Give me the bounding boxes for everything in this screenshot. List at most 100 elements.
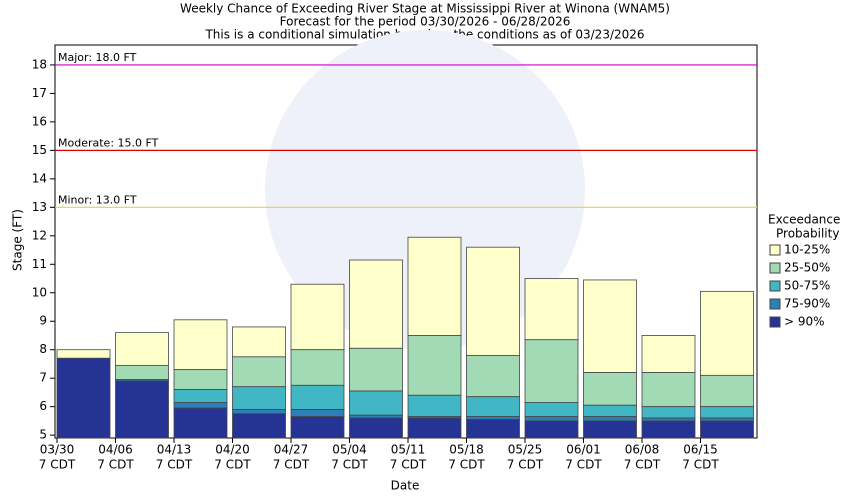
y-tick-label: 8: [39, 342, 47, 356]
bar-segment: [407, 394, 462, 418]
bar-segment: [290, 384, 345, 410]
legend-swatch: [769, 298, 781, 310]
x-tick-label: 06/01: [566, 443, 601, 457]
bar-segment: [232, 356, 286, 388]
legend-label: > 90%: [784, 315, 825, 329]
flood-level-label: Minor: 13.0 FT: [58, 193, 137, 206]
x-tick-label: 06/08: [625, 443, 660, 457]
legend-label: 25-50%: [784, 261, 830, 275]
bar-segment: [232, 386, 286, 410]
bar-segment: [466, 355, 520, 398]
bar-segment: [524, 278, 579, 341]
bar-segment: [290, 416, 345, 439]
bar-segment: [173, 319, 228, 371]
bar-segment: [349, 347, 403, 392]
bar-segment: [232, 326, 286, 358]
bar-segment: [407, 417, 462, 439]
bar-segment: [583, 416, 637, 422]
bar-segment: [290, 409, 345, 418]
y-tick-label: 15: [32, 143, 47, 157]
bar-segment: [700, 290, 754, 376]
x-tick-sublabel: 7 CDT: [273, 458, 310, 472]
x-tick-label: 06/15: [683, 443, 718, 457]
bar-segment: [115, 332, 169, 366]
bar-segment: [173, 389, 228, 403]
x-tick-label: 03/30: [40, 443, 75, 457]
x-axis-label: Date: [391, 479, 420, 493]
x-tick-sublabel: 7 CDT: [390, 458, 427, 472]
bar-segment: [290, 283, 345, 351]
legend-swatch: [769, 244, 781, 256]
x-tick-label: 04/27: [274, 443, 309, 457]
bar-segment: [349, 259, 403, 349]
bar-segment: [115, 364, 169, 381]
flood-level-label: Major: 18.0 FT: [58, 51, 137, 64]
x-tick-label: 04/20: [215, 443, 250, 457]
y-tick-label: 13: [32, 200, 47, 214]
y-tick-label: 12: [32, 228, 47, 242]
bar-segment: [641, 420, 696, 439]
bar-segment: [466, 246, 520, 356]
x-tick-sublabel: 7 CDT: [39, 458, 76, 472]
bar-segment: [524, 339, 579, 403]
bar-segment: [466, 416, 520, 420]
bar-segment: [173, 369, 228, 390]
x-tick-label: 05/04: [332, 443, 367, 457]
bar-segment: [700, 417, 754, 422]
bar-segment: [641, 406, 696, 419]
bar-segment: [700, 406, 754, 419]
chart-title: Weekly Chance of Exceeding River Stage a…: [180, 2, 670, 16]
bar-segment: [290, 349, 345, 386]
bar-segment: [349, 390, 403, 416]
bar-segment: [349, 417, 403, 439]
bar-segment: [700, 374, 754, 408]
legend-label: 75-90%: [784, 297, 830, 311]
bar-segment: [583, 372, 637, 406]
bar-segment: [583, 279, 637, 373]
x-tick-label: 04/06: [98, 443, 133, 457]
x-tick-sublabel: 7 CDT: [156, 458, 193, 472]
bar-segment: [232, 413, 286, 439]
y-tick-label: 10: [32, 285, 47, 299]
legend-label: 50-75%: [784, 279, 830, 293]
y-tick-label: 9: [39, 314, 47, 328]
y-tick-label: 17: [32, 86, 47, 100]
x-tick-label: 05/18: [449, 443, 484, 457]
bar-segment: [115, 380, 169, 439]
y-tick-label: 6: [39, 399, 47, 413]
bar-segment: [56, 349, 111, 359]
bar-segment: [466, 396, 520, 418]
bar-segment: [700, 420, 754, 439]
y-tick-label: 16: [32, 114, 47, 128]
legend-swatch: [769, 316, 781, 328]
y-tick-label: 7: [39, 371, 47, 385]
legend-label: 10-25%: [784, 243, 830, 257]
bar-segment: [349, 414, 403, 419]
x-tick-sublabel: 7 CDT: [624, 458, 661, 472]
x-tick-label: 04/13: [157, 443, 192, 457]
x-tick-sublabel: 7 CDT: [448, 458, 485, 472]
legend-title: Probability: [776, 227, 839, 241]
x-tick-sublabel: 7 CDT: [507, 458, 544, 472]
legend-title: Exceedance: [768, 213, 840, 227]
y-tick-label: 14: [32, 171, 47, 185]
bar-segment: [56, 357, 111, 439]
bar-segment: [641, 372, 696, 408]
x-tick-label: 05/25: [508, 443, 543, 457]
x-tick-sublabel: 7 CDT: [97, 458, 134, 472]
y-axis-label: Stage (FT): [11, 209, 25, 271]
bar-segment: [407, 236, 462, 336]
bar-segment: [641, 417, 696, 422]
x-tick-sublabel: 7 CDT: [682, 458, 719, 472]
bar-segment: [583, 404, 637, 418]
bar-segment: [173, 402, 228, 409]
bar-segment: [407, 335, 462, 396]
x-tick-sublabel: 7 CDT: [214, 458, 251, 472]
chart-subtitle: Forecast for the period 03/30/2026 - 06/…: [280, 15, 571, 29]
y-tick-label: 18: [32, 57, 47, 71]
bar-segment: [232, 409, 286, 415]
legend-swatch: [769, 262, 781, 274]
bar-segment: [641, 335, 696, 373]
legend-swatch: [769, 280, 781, 292]
bar-segment: [583, 420, 637, 439]
